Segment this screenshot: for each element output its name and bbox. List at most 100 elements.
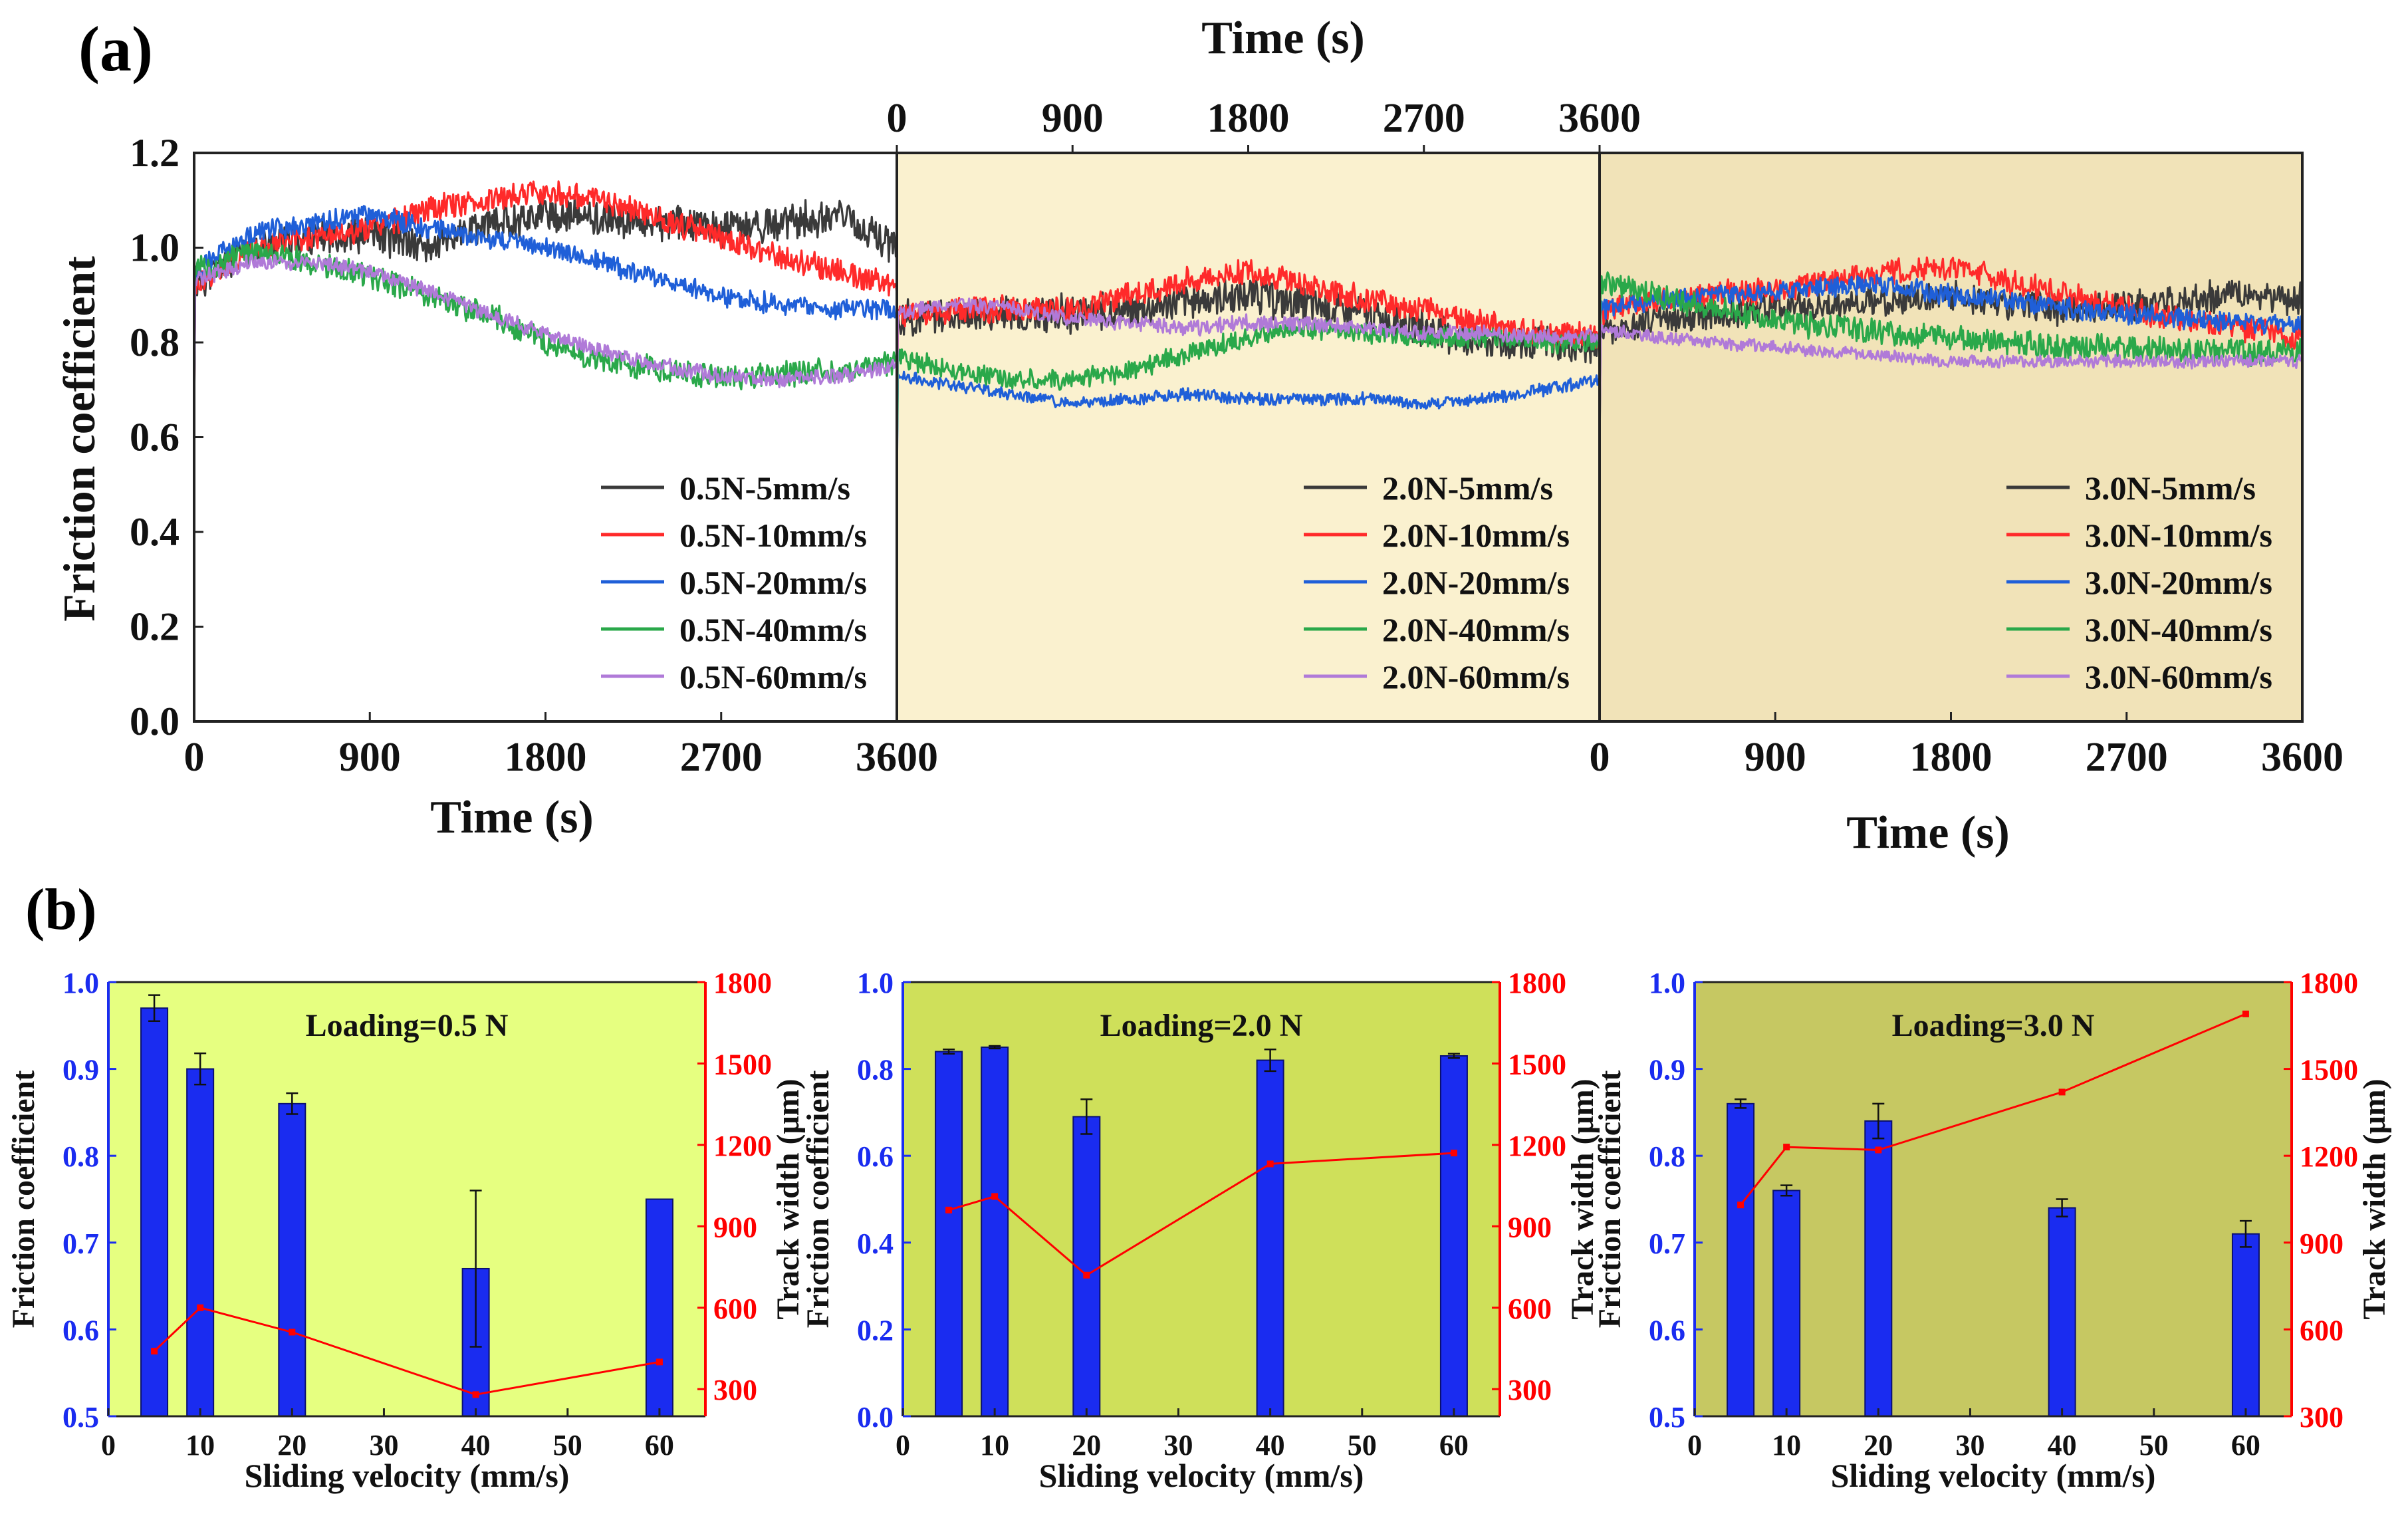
y2-tick-label: 300 <box>1508 1374 1552 1406</box>
y-tick-label: 0.7 <box>62 1227 99 1260</box>
y2-tick-label: 600 <box>2300 1314 2344 1346</box>
y-axis-title: Friction coefficient <box>800 1071 836 1328</box>
y-tick-label: 0.2 <box>130 605 180 649</box>
bar <box>186 1068 215 1417</box>
y-tick-label: 0.6 <box>130 416 180 459</box>
bar <box>2048 1207 2076 1418</box>
y2-tick-label: 900 <box>2300 1227 2344 1260</box>
y2-axis-title: Track width (μm) <box>771 1078 806 1319</box>
y2-tick-label: 1500 <box>713 1048 772 1080</box>
y-tick-label: 1.0 <box>62 967 99 999</box>
track-width-point <box>2242 1010 2249 1017</box>
bar <box>1864 1120 1893 1417</box>
y2-tick-label: 900 <box>713 1211 757 1243</box>
bar <box>1439 1055 1468 1417</box>
track-width-point <box>289 1328 296 1336</box>
chart-title: Loading=2.0 N <box>1100 1008 1303 1043</box>
legend-label: 3.0N-5mm/s <box>2085 469 2256 507</box>
track-width-point <box>1266 1160 1274 1168</box>
x-tick-label: 3600 <box>856 735 938 780</box>
x-tick-label: 40 <box>461 1429 491 1461</box>
top-axis-tick-label: 900 <box>1042 96 1104 141</box>
bar <box>645 1198 673 1417</box>
x-tick-label: 20 <box>277 1429 306 1461</box>
y-axis-title: Friction coefficient <box>54 256 104 622</box>
y2-tick-label: 1800 <box>2300 967 2358 999</box>
y-tick-label: 0.5 <box>1649 1401 1685 1434</box>
panel-label-a: (a) <box>78 13 153 84</box>
x-axis-title: Time (s) <box>1846 807 2010 858</box>
x-tick-label: 20 <box>1864 1429 1893 1461</box>
x-tick-label: 50 <box>553 1429 582 1461</box>
series-line <box>193 205 898 407</box>
x-tick-label: 0 <box>101 1429 116 1461</box>
x-tick-label: 3600 <box>2261 735 2344 780</box>
y-tick-label: 0.6 <box>857 1140 894 1173</box>
bar <box>1772 1190 1801 1417</box>
y2-axis-title: Track width (μm) <box>1565 1078 1600 1319</box>
x-tick-label: 0 <box>1590 735 1610 780</box>
x-tick-label: 1800 <box>505 735 587 780</box>
legend-label: 2.0N-10mm/s <box>1382 517 1570 554</box>
bar <box>1727 1102 1755 1417</box>
y2-tick-label: 1200 <box>1508 1130 1566 1162</box>
x-axis-title: Sliding velocity (mm/s) <box>245 1457 570 1494</box>
track-width-point <box>1737 1202 1745 1209</box>
y-axis-title: Friction coefficient <box>1592 1071 1627 1328</box>
x-tick-label: 60 <box>645 1429 674 1461</box>
bar <box>935 1051 963 1417</box>
track-width-point <box>1875 1146 1882 1154</box>
x-tick-label: 2700 <box>2086 735 2168 780</box>
legend-label: 0.5N-20mm/s <box>679 564 867 601</box>
x-tick-label: 10 <box>1772 1429 1801 1461</box>
y-tick-label: 0.8 <box>857 1054 894 1086</box>
legend-label: 3.0N-60mm/s <box>2085 658 2272 696</box>
x-tick-label: 60 <box>1439 1429 1469 1461</box>
legend-label: 0.5N-5mm/s <box>679 469 850 507</box>
track-width-point <box>1783 1144 1790 1151</box>
y-tick-label: 0.0 <box>857 1401 894 1434</box>
y-tick-label: 0.9 <box>62 1054 99 1086</box>
top-axis-tick-label: 1800 <box>1207 96 1290 141</box>
x-tick-label: 40 <box>1256 1429 1285 1461</box>
y2-tick-label: 1800 <box>1508 967 1566 999</box>
y2-tick-label: 900 <box>1508 1211 1552 1243</box>
bar <box>981 1046 1009 1417</box>
y2-tick-label: 1800 <box>713 967 772 999</box>
track-width-point <box>1083 1271 1090 1279</box>
top-axis-tick-label: 0 <box>887 96 907 141</box>
x-tick-label: 0 <box>184 735 205 780</box>
y-tick-label: 0.4 <box>130 510 180 554</box>
top-axis-tick-label: 3600 <box>1558 96 1641 141</box>
bar <box>2231 1233 2260 1417</box>
x-tick-label: 30 <box>369 1429 398 1461</box>
legend-label: 3.0N-40mm/s <box>2085 611 2272 648</box>
x-tick-label: 2700 <box>680 735 763 780</box>
legend-label: 2.0N-20mm/s <box>1382 564 1570 601</box>
y2-tick-label: 600 <box>1508 1293 1552 1325</box>
legend-label: 2.0N-5mm/s <box>1382 469 1553 507</box>
y-tick-label: 0.7 <box>1649 1227 1685 1260</box>
series-line <box>1598 324 2304 447</box>
track-width-point <box>656 1358 663 1366</box>
bar <box>140 1007 169 1418</box>
x-tick-label: 30 <box>1955 1429 1985 1461</box>
y-tick-label: 1.0 <box>857 967 894 999</box>
x-tick-label: 1800 <box>1910 735 1992 780</box>
y-tick-label: 0.0 <box>130 699 180 743</box>
y-tick-label: 1.2 <box>130 131 180 175</box>
x-tick-label: 60 <box>2231 1429 2260 1461</box>
series-line <box>193 180 898 417</box>
x-tick-label: 0 <box>896 1429 910 1461</box>
legend-label: 2.0N-40mm/s <box>1382 611 1570 648</box>
series-line <box>193 197 898 417</box>
legend-label: 0.5N-40mm/s <box>679 611 867 648</box>
chart-title: Loading=0.5 N <box>306 1008 509 1043</box>
x-tick-label: 50 <box>2139 1429 2169 1461</box>
x-tick-label: 10 <box>980 1429 1009 1461</box>
x-axis-title: Time (s) <box>430 792 594 843</box>
track-width-point <box>991 1193 999 1200</box>
top-axis-title: Time (s) <box>1201 13 1365 64</box>
y2-tick-label: 1200 <box>713 1130 772 1162</box>
